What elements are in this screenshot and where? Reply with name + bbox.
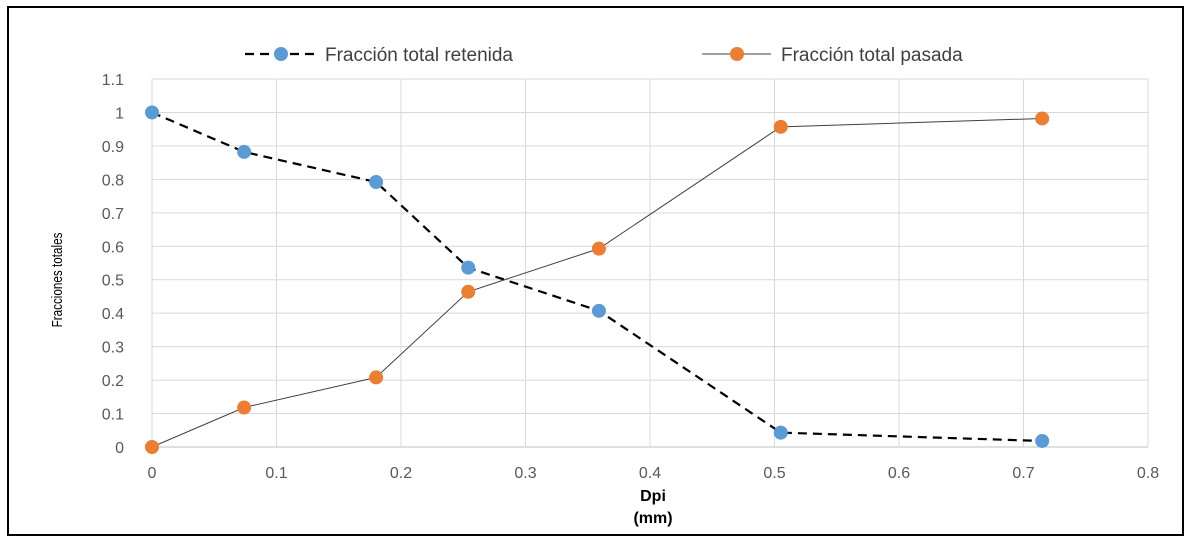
data-point-series-2: [1035, 111, 1050, 126]
data-point-series-2: [773, 119, 788, 134]
y-tick-label: 0.2: [102, 373, 124, 390]
series-line-2: [151, 117, 1043, 448]
x-tick-label: 0.6: [888, 465, 910, 482]
chart-frame: [7, 6, 1184, 536]
data-point-series-1: [591, 303, 606, 318]
legend-label-2: Fracción total pasada: [781, 45, 963, 66]
y-tick-label: 1: [115, 105, 124, 122]
x-axis-label: Dpi: [640, 488, 666, 505]
y-axis-ticks: 0 0.1 0.2 0.3 0.4 0.5 0.6 0.7 0.8 0.9 1 1.1: [102, 72, 124, 457]
data-point-series-1: [145, 105, 159, 120]
y-tick-label: 0.5: [102, 273, 124, 290]
y-tick-label: 0.1: [102, 407, 124, 424]
legend-label-1: Fracción total retenida: [325, 45, 513, 66]
series-line-1: [151, 111, 1043, 443]
y-tick-label: 0.6: [102, 239, 124, 256]
data-point-series-2: [461, 284, 476, 299]
series-points: [145, 105, 1050, 454]
x-tick-label: 0.5: [763, 465, 785, 482]
data-point-series-1: [461, 260, 476, 275]
grid-lines: [151, 78, 1149, 448]
x-tick-label: 0.2: [390, 465, 412, 482]
x-tick-label: 0.3: [514, 465, 536, 482]
legend-marker-2: [730, 47, 744, 61]
data-point-series-1: [773, 425, 788, 440]
data-point-series-1: [369, 175, 384, 190]
y-tick-label: 0.7: [102, 206, 124, 223]
y-tick-label: 0.4: [102, 306, 124, 323]
x-tick-label: 0.7: [1012, 465, 1034, 482]
x-tick-label: 0.8: [1137, 465, 1159, 482]
x-axis-unit-label: (mm): [633, 510, 672, 527]
legend: Fracción total retenida Fracción total pa…: [245, 45, 963, 66]
x-tick-label: 0.1: [265, 465, 287, 482]
y-tick-label: 0.8: [102, 172, 124, 189]
x-axis-ticks: 0 0.1 0.2 0.3 0.4 0.5 0.6 0.7 0.8: [148, 465, 1160, 482]
y-tick-label: 1.1: [102, 72, 124, 89]
data-point-series-2: [369, 370, 384, 385]
data-point-series-2: [237, 400, 252, 415]
data-point-series-1: [1035, 433, 1050, 448]
data-point-series-1: [237, 144, 252, 159]
y-axis-label: Fracciones totales: [49, 232, 66, 327]
y-tick-label: 0: [115, 440, 124, 457]
data-point-series-2: [145, 440, 159, 454]
x-tick-label: 0: [148, 465, 157, 482]
y-tick-label: 0.9: [102, 139, 124, 156]
x-tick-label: 0.4: [639, 465, 661, 482]
y-tick-label: 0.3: [102, 340, 124, 357]
legend-marker-1: [274, 47, 288, 61]
data-point-series-2: [591, 241, 606, 256]
